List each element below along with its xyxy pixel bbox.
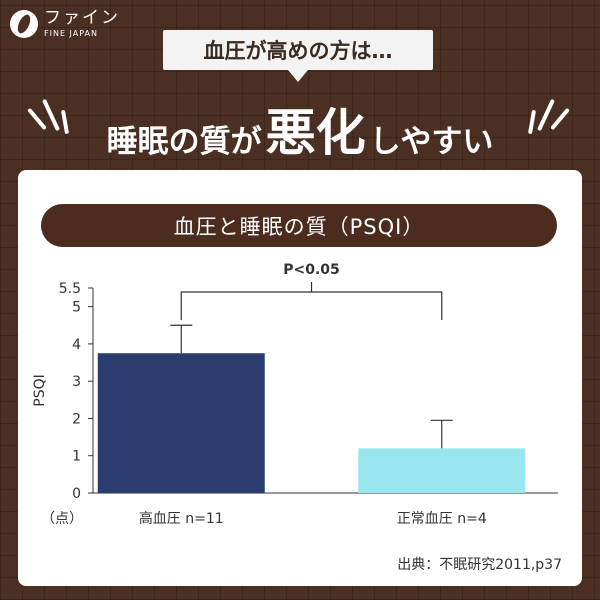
chart-title: 血圧と睡眠の質（PSQI）	[41, 204, 557, 247]
y-tick-label: 5.5	[59, 281, 81, 297]
chart-card: 血圧と睡眠の質（PSQI） 0 1 2 3 4 5 5.5 PSQI （点） 高血圧 n=11 正常…	[18, 170, 582, 586]
brand-leaf-icon	[10, 10, 38, 38]
significance-label: P<0.05	[283, 262, 340, 278]
y-tick-label: 2	[72, 411, 81, 427]
category-label-2: 正常血圧 n=4	[397, 511, 487, 527]
subtitle-text: 血圧が高めの方は…	[203, 39, 393, 63]
y-tick-label: 4	[72, 337, 81, 353]
y-tick-label: 0	[72, 486, 81, 502]
y-tick-label: 1	[72, 449, 81, 465]
bar-2	[358, 448, 526, 493]
significance-bracket	[180, 291, 443, 320]
headline-part2: しやすい	[369, 124, 494, 160]
headline-part1: 睡眠の質が	[106, 124, 262, 160]
subtitle-banner: 血圧が高めの方は…	[163, 30, 433, 82]
headline-emphasis: 悪化	[265, 104, 366, 162]
brand-name-jp: ファイン	[44, 8, 120, 28]
bar-1	[97, 353, 265, 493]
headline: 睡眠の質が 悪化 しやすい	[0, 88, 600, 158]
bar-chart: 0 1 2 3 4 5 5.5 PSQI （点） 高血圧 n=11 正常血圧 n=4 P<0.05	[32, 262, 558, 527]
brand-name-en: FINE JAPAN	[44, 29, 99, 38]
y-tick-label: 5	[72, 300, 81, 316]
brand-logo[interactable]: ファイン FINE JAPAN	[10, 10, 120, 38]
category-label-1: 高血圧 n=11	[139, 510, 224, 527]
chart-title-text: 血圧と睡眠の質（PSQI）	[173, 214, 425, 239]
y-unit-label: （点）	[41, 511, 83, 527]
y-tick-label: 3	[72, 374, 81, 390]
source-citation: 出典：不眠研究2011,p37	[397, 557, 562, 573]
y-axis-label: PSQI	[32, 374, 48, 406]
